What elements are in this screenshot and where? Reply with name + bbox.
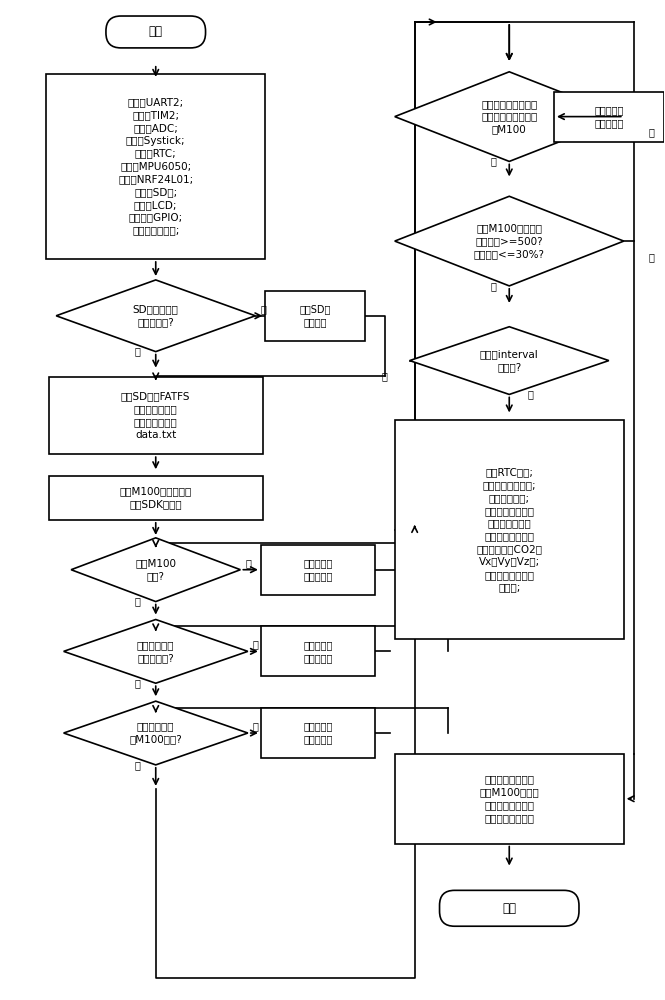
FancyBboxPatch shape bbox=[554, 92, 664, 142]
Polygon shape bbox=[64, 701, 248, 765]
Text: 是: 是 bbox=[490, 281, 496, 291]
Text: 否: 否 bbox=[245, 558, 251, 568]
FancyBboxPatch shape bbox=[46, 74, 265, 259]
Text: 结束: 结束 bbox=[502, 902, 516, 915]
Text: 发送起飞指令
给M100成功?: 发送起飞指令 给M100成功? bbox=[130, 722, 182, 744]
Text: 初始化UART2;
初始化TIM2;
初始化ADC;
初始化Systick;
初始化RTC;
初始化MPU6050;
初始化NRF24L01;
初始化SD卡;
: 初始化UART2; 初始化TIM2; 初始化ADC; 初始化Systick; 初… bbox=[118, 97, 194, 235]
FancyBboxPatch shape bbox=[49, 476, 263, 520]
Polygon shape bbox=[71, 538, 240, 602]
FancyBboxPatch shape bbox=[261, 708, 375, 758]
Polygon shape bbox=[395, 196, 624, 286]
Text: 发送返航和降落指
令给M100，保存
并关闭文件，遥控
器获取飞行控制权: 发送返航和降落指 令给M100，保存 并关闭文件，遥控 器获取飞行控制权 bbox=[479, 775, 539, 823]
Text: 否: 否 bbox=[252, 639, 258, 649]
Text: 显示SD卡
错误信息: 显示SD卡 错误信息 bbox=[299, 304, 331, 327]
Text: 是: 是 bbox=[527, 389, 533, 399]
Text: 发送飞行动作指令三
方向速度、俯仰角等
给M100: 发送飞行动作指令三 方向速度、俯仰角等 给M100 bbox=[481, 99, 537, 134]
Text: 高度是interval
整数倍?: 高度是interval 整数倍? bbox=[480, 349, 539, 372]
Text: SD卡检测及读
写测试成功?: SD卡检测及读 写测试成功? bbox=[133, 304, 179, 327]
Text: 激活M100
成功?: 激活M100 成功? bbox=[135, 558, 176, 581]
FancyBboxPatch shape bbox=[265, 291, 365, 341]
Text: 挂载SD卡到FATFS
文件系统根目录
并创建存储文件
data.txt: 挂载SD卡到FATFS 文件系统根目录 并创建存储文件 data.txt bbox=[121, 391, 190, 440]
Text: 读取M100飞行数据
飞行高度>=500?
电池电量<=30%?: 读取M100飞行数据 飞行高度>=500? 电池电量<=30%? bbox=[473, 223, 545, 259]
FancyBboxPatch shape bbox=[395, 420, 624, 639]
Text: 是: 是 bbox=[490, 156, 496, 166]
Text: 读取RTC时间;
读取各传感器数据;
读取飞行信息;
打开文件，按指定
格式依次存储时
间、高度、温度、
湿度、气压、CO2、
Vx、Vy、Vz等;
发送各信息: 读取RTC时间; 读取各传感器数据; 读取飞行信息; 打开文件，按指定 格式依次… bbox=[476, 467, 542, 592]
Polygon shape bbox=[56, 280, 255, 352]
Text: 是: 是 bbox=[135, 347, 141, 357]
FancyBboxPatch shape bbox=[261, 626, 375, 676]
FancyBboxPatch shape bbox=[440, 890, 579, 926]
Text: 开始: 开始 bbox=[149, 25, 163, 38]
FancyBboxPatch shape bbox=[395, 754, 624, 844]
Text: 否: 否 bbox=[648, 128, 654, 138]
Text: 是: 是 bbox=[135, 597, 141, 607]
Text: 获取M100固件版本号
获取SDK版本号: 获取M100固件版本号 获取SDK版本号 bbox=[120, 487, 192, 509]
Text: 从遥控器获取
控制权成功?: 从遥控器获取 控制权成功? bbox=[137, 640, 174, 663]
Text: 是: 是 bbox=[135, 760, 141, 770]
Text: 显示执行失
败信息类型: 显示执行失 败信息类型 bbox=[303, 722, 332, 744]
Text: 否: 否 bbox=[252, 721, 258, 731]
Text: 显示执行失
败信息类型: 显示执行失 败信息类型 bbox=[594, 105, 624, 128]
Text: 是: 是 bbox=[135, 678, 141, 688]
Polygon shape bbox=[395, 72, 624, 161]
FancyBboxPatch shape bbox=[261, 545, 375, 595]
Polygon shape bbox=[64, 619, 248, 683]
Text: 显示激活失
败信息类型: 显示激活失 败信息类型 bbox=[303, 558, 332, 581]
Text: 否: 否 bbox=[648, 252, 654, 262]
Text: 显示获权失
败信息类型: 显示获权失 败信息类型 bbox=[303, 640, 332, 663]
Polygon shape bbox=[410, 327, 609, 394]
Text: 否: 否 bbox=[382, 372, 388, 382]
FancyBboxPatch shape bbox=[106, 16, 205, 48]
FancyBboxPatch shape bbox=[49, 377, 263, 454]
Text: 否: 否 bbox=[260, 304, 266, 314]
